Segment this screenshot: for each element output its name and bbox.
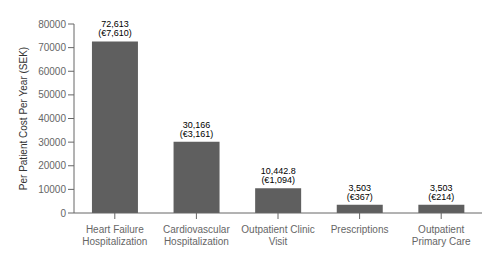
svg-text:72,613(€7,610): 72,613(€7,610) <box>98 19 132 38</box>
svg-text:Per Patient Cost Per Year (SEK: Per Patient Cost Per Year (SEK) <box>18 47 29 190</box>
svg-text:OutpatientPrimary Care: OutpatientPrimary Care <box>412 224 471 247</box>
svg-text:Outpatient ClinicVisit: Outpatient ClinicVisit <box>241 224 314 247</box>
svg-text:20000: 20000 <box>38 160 66 171</box>
svg-text:10000: 10000 <box>38 184 66 195</box>
svg-text:10,442.8(€1,094): 10,442.8(€1,094) <box>261 166 296 185</box>
svg-text:40000: 40000 <box>38 113 66 124</box>
svg-text:Heart FailureHospitalization: Heart FailureHospitalization <box>82 224 147 247</box>
svg-text:0: 0 <box>60 208 66 219</box>
svg-text:3,503(€367): 3,503(€367) <box>347 183 373 202</box>
svg-text:3,503(€214): 3,503(€214) <box>428 183 454 202</box>
svg-text:Prescriptions: Prescriptions <box>331 224 389 235</box>
svg-text:50000: 50000 <box>38 89 66 100</box>
svg-text:30,166(€3,161): 30,166(€3,161) <box>180 120 214 139</box>
svg-text:CardiovascularHospitalization: CardiovascularHospitalization <box>163 224 230 247</box>
svg-text:60000: 60000 <box>38 66 66 77</box>
svg-text:80000: 80000 <box>38 19 66 30</box>
svg-text:30000: 30000 <box>38 137 66 148</box>
svg-text:70000: 70000 <box>38 42 66 53</box>
